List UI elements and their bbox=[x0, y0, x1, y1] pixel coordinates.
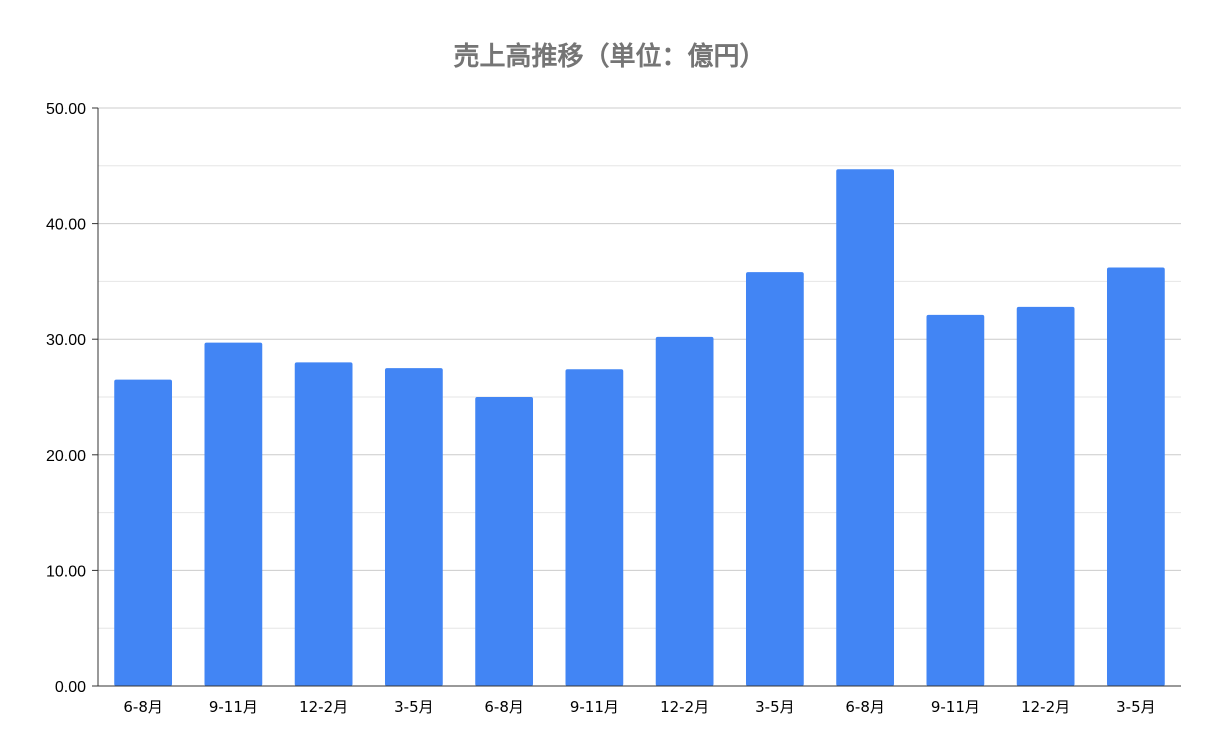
bar bbox=[1016, 306, 1075, 686]
gridlines bbox=[92, 107, 1181, 687]
x-tick-label: 3-5月 bbox=[1116, 698, 1156, 716]
y-tick-label: 0.00 bbox=[55, 679, 86, 696]
bar bbox=[745, 272, 804, 686]
x-tick-label: 6-8月 bbox=[123, 698, 163, 716]
x-tick-labels: 6-8月 9-11月 12-2月 3-5月 6-8月 9-11月 12-2月 3-5月 6-8月… bbox=[123, 698, 1155, 716]
x-tick-label: 3-5月 bbox=[394, 698, 434, 716]
bar bbox=[565, 369, 624, 686]
bars bbox=[114, 169, 1165, 686]
bar bbox=[114, 379, 173, 686]
bar bbox=[475, 397, 534, 686]
y-tick-label: 10.00 bbox=[46, 563, 86, 580]
bar bbox=[926, 314, 985, 686]
bar bbox=[384, 368, 443, 686]
x-tick-label: 3-5月 bbox=[755, 698, 795, 716]
x-tick-label: 12-2月 bbox=[299, 698, 348, 716]
x-tick-label: 6-8月 bbox=[845, 698, 885, 716]
x-tick-label: 9-11月 bbox=[931, 698, 980, 716]
bar bbox=[1106, 267, 1165, 686]
x-tick-label: 6-8月 bbox=[484, 698, 524, 716]
x-tick-label: 12-2月 bbox=[1021, 698, 1070, 716]
y-tick-label: 30.00 bbox=[46, 332, 86, 349]
bar bbox=[204, 342, 263, 686]
y-tick-label: 20.00 bbox=[46, 448, 86, 465]
bar bbox=[294, 362, 353, 686]
y-tick-labels: 0.00 10.00 20.00 30.00 40.00 50.00 bbox=[46, 101, 86, 696]
y-tick-label: 40.00 bbox=[46, 217, 86, 234]
y-tick-label: 50.00 bbox=[46, 101, 86, 118]
x-tick-label: 12-2月 bbox=[660, 698, 709, 716]
axes bbox=[97, 108, 1181, 687]
x-tick-label: 9-11月 bbox=[570, 698, 619, 716]
chart-title: 売上高推移（単位：億円） bbox=[453, 42, 766, 72]
bar bbox=[655, 336, 714, 686]
x-tick-label: 9-11月 bbox=[209, 698, 258, 716]
bar bbox=[836, 169, 895, 686]
